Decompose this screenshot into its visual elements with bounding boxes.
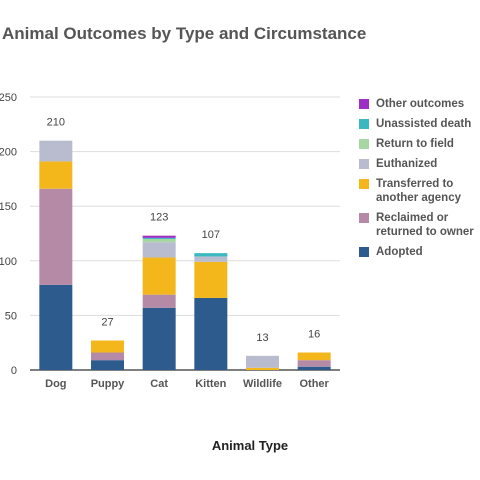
legend-item-transferred-to-another-agency: Transferred to another agency — [359, 177, 480, 205]
legend-swatch — [359, 139, 369, 149]
total-label-puppy: 27 — [101, 317, 113, 329]
bar-segment-puppy-reclaimed-or-returned-to-owner — [91, 352, 124, 361]
bars — [39, 140, 331, 370]
y-tick-labels: 0 50 100 150 200 250 — [0, 92, 17, 377]
legend-swatch — [359, 159, 369, 169]
x-tick-label-dog: Dog — [45, 378, 66, 390]
x-tick-label-cat: Cat — [150, 378, 168, 390]
total-label-dog: 210 — [47, 117, 65, 129]
legend-item-return-to-field: Return to field — [359, 137, 480, 151]
x-tick-label-kitten: Kitten — [195, 378, 226, 390]
legend: Other outcomes Unassisted death Return to … — [359, 97, 480, 265]
bar-total-labels: 210 27 123 107 13 16 — [47, 117, 321, 344]
y-tick-label: 50 — [5, 310, 17, 322]
bar-segment-cat-adopted — [142, 307, 176, 370]
bar-segment-kitten-euthanized — [194, 256, 228, 262]
bar-segment-dog-adopted — [39, 284, 73, 370]
legend-item-reclaimed-or-returned-to-owner: Reclaimed or returned to owner — [359, 211, 480, 239]
bar-segment-dog-euthanized — [39, 140, 73, 162]
legend-item-euthanized: Euthanized — [359, 157, 480, 171]
x-tick-label-wildlife: Wildlife — [243, 378, 282, 390]
legend-label: Other outcomes — [376, 98, 465, 110]
total-label-kitten: 107 — [202, 229, 220, 241]
bar-segment-puppy-adopted — [91, 360, 124, 370]
bar-segment-other-adopted — [297, 366, 331, 370]
legend-label: Transferred to another agency — [376, 178, 461, 204]
chart-title: Animal Outcomes by Type and Circumstance — [2, 24, 367, 43]
legend-swatch — [359, 119, 369, 129]
legend-label: Euthanized — [376, 158, 438, 170]
x-tick-labels: Dog Puppy Cat Kitten Wildlife Other — [45, 378, 329, 390]
bar-segment-cat-return-to-field — [142, 238, 176, 243]
legend-item-adopted: Adopted — [359, 245, 480, 259]
gridlines — [30, 96, 340, 371]
bar-segment-dog-reclaimed-or-returned-to-owner — [39, 188, 73, 285]
legend-item-other-outcomes: Other outcomes — [359, 97, 480, 111]
bar-segment-kitten-unassisted-death — [194, 253, 228, 257]
y-tick-label: 200 — [0, 147, 17, 159]
bar-segment-cat-transferred-to-another-agency — [142, 257, 176, 295]
legend-label: Adopted — [376, 246, 423, 258]
legend-label: Unassisted death — [376, 118, 472, 130]
bar-segment-cat-other-outcomes — [142, 235, 176, 238]
total-label-other: 16 — [308, 329, 320, 341]
bar-segment-cat-euthanized — [142, 242, 176, 258]
y-tick-label: 100 — [0, 256, 17, 268]
legend-swatch — [359, 213, 369, 223]
bar-segment-cat-reclaimed-or-returned-to-owner — [142, 294, 176, 308]
legend-swatch — [359, 99, 369, 109]
bar-segment-dog-transferred-to-another-agency — [39, 161, 73, 189]
bar-segment-wildlife-euthanized — [246, 355, 279, 368]
legend-label: Reclaimed or returned to owner — [376, 212, 474, 238]
bar-segment-cat-unassisted-death — [142, 237, 176, 239]
total-label-wildlife: 13 — [256, 332, 268, 344]
y-tick-label: 250 — [0, 92, 17, 104]
x-tick-label-other: Other — [299, 378, 329, 390]
x-tick-label-puppy: Puppy — [91, 378, 125, 390]
total-label-cat: 123 — [150, 212, 168, 224]
bar-segment-kitten-adopted — [194, 297, 228, 370]
bar-segment-other-transferred-to-another-agency — [297, 352, 331, 361]
bar-segment-puppy-transferred-to-another-agency — [91, 340, 124, 353]
legend-swatch — [359, 179, 369, 189]
y-tick-label: 0 — [11, 365, 17, 377]
bar-segment-wildlife-transferred-to-another-agency — [246, 367, 279, 370]
x-axis-title: Animal Type — [211, 438, 289, 453]
bar-segment-kitten-transferred-to-another-agency — [194, 261, 228, 298]
legend-item-unassisted-death: Unassisted death — [359, 117, 480, 131]
bar-segment-other-reclaimed-or-returned-to-owner — [297, 360, 331, 367]
legend-swatch — [359, 247, 369, 257]
y-tick-label: 150 — [0, 201, 17, 213]
legend-label: Return to field — [376, 138, 454, 150]
